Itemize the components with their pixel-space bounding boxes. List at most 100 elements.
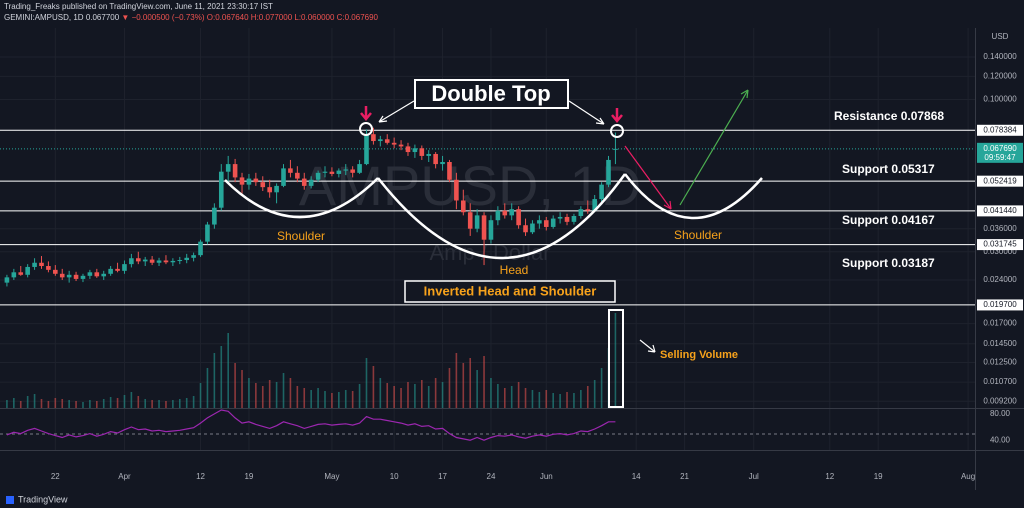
- line-label: 0.019700: [983, 300, 1017, 309]
- volume-bar: [566, 392, 568, 408]
- candle-body: [274, 185, 279, 193]
- candle-body: [509, 209, 515, 216]
- volume-bar: [68, 400, 70, 408]
- volume-bar: [503, 388, 506, 408]
- x-tick-label: Jun: [540, 472, 553, 481]
- volume-bar: [455, 353, 458, 408]
- pointer-arrow: [360, 106, 372, 121]
- top-marker: [610, 124, 624, 138]
- volume-bar: [324, 391, 326, 408]
- candle-body: [101, 273, 107, 277]
- candle-body: [94, 272, 100, 277]
- candle-body: [543, 220, 549, 227]
- pattern-box: [404, 280, 616, 303]
- candle-body: [606, 159, 611, 185]
- y-tick-label: 0.009200: [983, 396, 1017, 405]
- candle-body: [474, 215, 480, 229]
- volume-bar: [130, 392, 133, 408]
- shoulder-label: Shoulder: [277, 229, 325, 243]
- volume-bar: [524, 388, 527, 408]
- volume-bar: [185, 398, 188, 408]
- line-label-box: [977, 239, 1023, 251]
- volume-bar: [317, 388, 319, 408]
- candle-body: [405, 146, 411, 153]
- volume-bar: [331, 393, 333, 408]
- candle-body: [488, 220, 494, 240]
- resistance-label: Resistance 0.07868: [834, 109, 944, 123]
- callout-arrows: [378, 100, 605, 125]
- volume-bar: [441, 382, 444, 408]
- support-label: Support 0.04167: [842, 213, 935, 227]
- volume-bar: [296, 386, 299, 408]
- volume-bar: [19, 401, 22, 408]
- candle-body: [495, 210, 501, 221]
- candle-body: [218, 171, 224, 208]
- x-tick-label: 21: [680, 472, 689, 481]
- volume-bar: [372, 366, 375, 408]
- volume-bar: [414, 384, 416, 408]
- selling-volume-label: Selling Volume: [660, 349, 738, 361]
- candle-body: [336, 170, 342, 174]
- volume-bar: [427, 386, 430, 408]
- candle-body: [225, 164, 231, 172]
- volume-bar: [448, 368, 451, 408]
- top-marker: [359, 122, 373, 136]
- y-tick-label: 0.014500: [983, 339, 1017, 348]
- volume-bar: [227, 333, 229, 408]
- volume-bar: [365, 358, 368, 408]
- candle-body: [163, 260, 169, 263]
- price-change: ▼ −0.000500 (−0.73%): [121, 13, 205, 22]
- volume-bar: [593, 380, 596, 408]
- volume-bar: [178, 399, 181, 408]
- volume-bar: [61, 399, 64, 408]
- candle-body: [557, 216, 563, 219]
- candle-body: [4, 277, 10, 283]
- volume-bar: [144, 399, 147, 408]
- candle-body: [433, 153, 438, 165]
- candle-body: [467, 212, 473, 229]
- x-tick-label: 14: [632, 472, 641, 481]
- head-curve: [377, 173, 627, 260]
- candle-body: [350, 169, 355, 173]
- candle-body: [260, 182, 266, 188]
- brand: TradingView: [18, 494, 68, 504]
- candle-body: [322, 171, 328, 173]
- candle-body: [440, 161, 445, 165]
- published-line: Trading_Freaks published on TradingView.…: [4, 2, 273, 11]
- volume-bar: [54, 398, 57, 408]
- x-tick-label: Aug: [961, 472, 975, 481]
- candle-body: [253, 178, 259, 183]
- volume-bar: [192, 396, 195, 408]
- x-tick-label: May: [324, 472, 339, 481]
- volume-bar: [517, 382, 520, 408]
- x-tick-label: 12: [825, 472, 834, 481]
- candle-body: [18, 272, 24, 275]
- last-price: 0.067700: [85, 13, 120, 22]
- volume-bar: [434, 378, 437, 408]
- candle-body: [239, 177, 245, 185]
- candle-body: [246, 178, 252, 185]
- volume-bar: [338, 392, 340, 408]
- candle-body: [135, 258, 141, 262]
- y-tick-label: 0.017000: [983, 319, 1017, 328]
- candle-body: [460, 200, 466, 213]
- volume-bar: [510, 386, 513, 408]
- x-tick-label: Jul: [749, 472, 759, 481]
- volume-bar: [483, 356, 485, 408]
- y-tick-label: 0.024000: [983, 275, 1017, 284]
- target-arrow: [679, 89, 749, 206]
- volume-bar: [109, 397, 112, 408]
- candle-body: [184, 257, 190, 261]
- volume-bar: [123, 395, 126, 408]
- candle-body: [571, 215, 577, 222]
- volume-bar: [310, 390, 312, 408]
- candle-body: [599, 184, 604, 200]
- x-tick-label: Apr: [118, 472, 131, 481]
- candle-body: [149, 259, 155, 263]
- currency-label: USD: [992, 32, 1009, 41]
- volume-bar: [379, 378, 382, 408]
- drop-arrow: [624, 145, 672, 210]
- countdown-label: 09:59:47: [984, 153, 1016, 162]
- pattern-curves: [224, 173, 763, 260]
